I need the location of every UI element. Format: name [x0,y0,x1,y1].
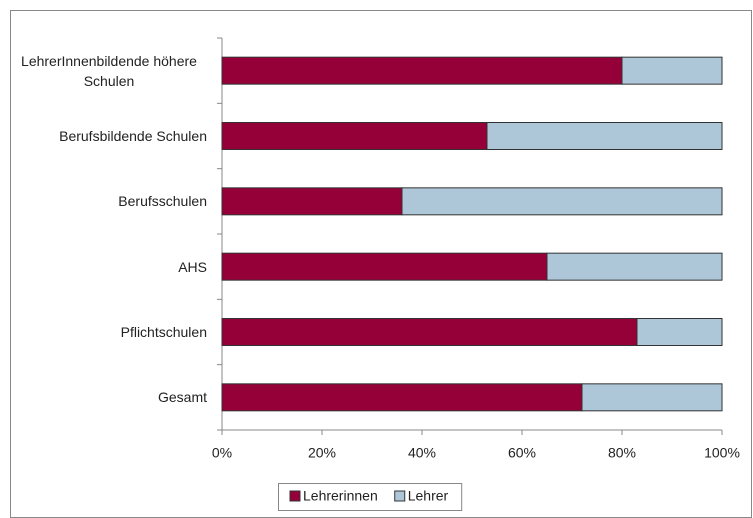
bar [221,318,638,346]
y-tick-label-text: LehrerInnenbildende höhere Schulen [21,52,197,89]
x-tick-label: 40% [408,445,436,461]
y-tick-label: Berufsschulen [11,191,207,211]
legend-swatch [394,490,406,502]
bar [486,122,723,150]
y-tick-label: LehrerInnenbildende höhere Schulen [11,51,207,91]
y-tick-label: Gesamt [11,387,207,407]
bar [221,122,488,150]
y-tick-label-text: Berufsschulen [118,193,207,210]
bar [636,318,723,346]
bar [221,383,583,412]
y-tick-label-text: Berufsbildende Schulen [59,128,207,144]
bar [401,187,723,216]
y-tick-label: Pflichtschulen [11,322,207,342]
x-tick-label: 100% [704,445,740,461]
bar [546,252,723,281]
legend: Lehrerinnen Lehrer [278,483,463,511]
bar [621,56,723,85]
legend-box [278,483,463,511]
legend-label: Lehrer [408,488,449,504]
bar [581,383,723,412]
legend-label: Lehrerinnen [303,488,378,504]
y-tick-label: AHS [11,257,207,277]
y-tick-label-text: Pflichtschulen [120,324,207,340]
x-tick-label: 20% [308,445,336,461]
bar [221,56,623,85]
y-tick-label-text: AHS [178,258,207,275]
y-tick-label: Berufsbildende Schulen [11,126,207,146]
bar [221,187,403,216]
x-tick-label: 80% [608,445,636,461]
legend-swatch [289,490,301,502]
x-tick-label: 0% [212,445,232,461]
x-tick-label: 60% [508,445,536,461]
y-tick-label-text: Gesamt [157,389,207,406]
bar [221,252,548,281]
